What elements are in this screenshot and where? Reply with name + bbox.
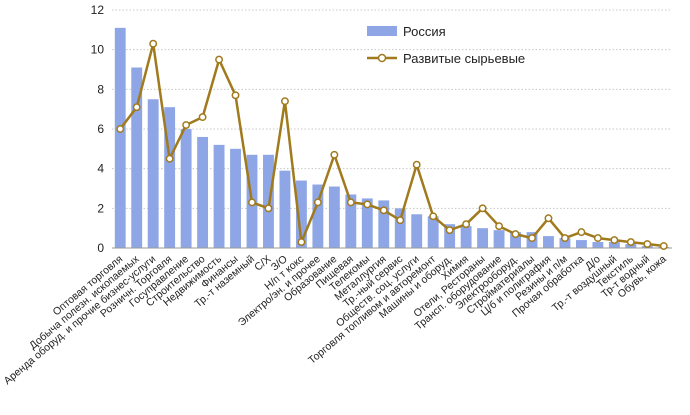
line-point xyxy=(165,154,174,163)
line-point xyxy=(313,198,322,207)
line-point xyxy=(577,228,586,237)
line-point xyxy=(396,216,405,225)
bar xyxy=(543,236,554,248)
bar xyxy=(279,170,291,248)
line-point xyxy=(248,198,256,207)
y-tick-label: 4 xyxy=(97,162,104,176)
line-point xyxy=(560,234,569,243)
bar xyxy=(114,27,126,248)
bar xyxy=(575,240,587,248)
line-series xyxy=(116,39,668,250)
bar xyxy=(345,194,357,248)
line-point xyxy=(626,238,635,247)
bar xyxy=(559,238,571,248)
bar xyxy=(444,224,456,248)
bar xyxy=(378,200,390,248)
line-point xyxy=(412,160,421,169)
line-point xyxy=(462,220,471,229)
bar xyxy=(197,136,209,248)
line-point xyxy=(231,91,240,100)
bar xyxy=(147,99,159,248)
line-point xyxy=(182,121,191,129)
y-tick-label: 2 xyxy=(97,201,104,215)
x-tick-label: Аренда оборуд. и прочие бизнес-услуги xyxy=(2,253,159,387)
legend-label-developed: Развитые сырьевые xyxy=(403,51,525,66)
line-point xyxy=(346,198,355,207)
y-tick-label: 12 xyxy=(91,3,105,17)
bar xyxy=(411,214,423,248)
y-axis: 0 2 4 6 8 10 12 xyxy=(91,3,105,255)
bar xyxy=(394,208,406,248)
y-tick-label: 8 xyxy=(97,82,104,96)
line-point xyxy=(363,200,372,209)
y-tick-label: 6 xyxy=(97,122,104,136)
line-point xyxy=(544,214,553,223)
line-point xyxy=(528,234,536,243)
y-tick-label: 0 xyxy=(97,241,104,255)
bar xyxy=(164,107,176,248)
line-point xyxy=(495,222,504,231)
legend: Россия Развитые сырьевые xyxy=(367,24,525,66)
bar xyxy=(361,198,373,248)
bar xyxy=(180,129,192,248)
series-line xyxy=(119,42,664,248)
line-point xyxy=(429,212,438,221)
bar xyxy=(608,242,620,248)
bar xyxy=(592,242,604,248)
line-point xyxy=(593,234,602,243)
line-point xyxy=(643,240,652,248)
bar xyxy=(493,230,505,248)
line-point xyxy=(379,206,388,215)
bar xyxy=(131,67,143,249)
line-point xyxy=(280,97,289,106)
line-point xyxy=(478,204,487,213)
line-point xyxy=(198,113,207,122)
legend-marker-developed xyxy=(377,53,387,63)
line-point xyxy=(264,204,273,213)
bar xyxy=(477,228,489,248)
line-point xyxy=(330,150,339,159)
line-point xyxy=(511,230,520,239)
bar xyxy=(625,244,637,248)
line-point xyxy=(659,242,668,250)
bar xyxy=(427,216,439,248)
bar xyxy=(510,232,521,248)
legend-swatch-russia xyxy=(367,26,397,36)
line-point xyxy=(610,236,619,245)
line-point xyxy=(132,103,141,112)
line-point xyxy=(116,125,125,133)
grid-lines xyxy=(112,9,672,209)
line-point xyxy=(445,226,454,235)
line-point xyxy=(215,55,224,64)
bar xyxy=(312,184,324,248)
y-tick-label: 10 xyxy=(91,43,105,57)
bar xyxy=(328,186,340,248)
line-point xyxy=(297,238,306,247)
bar xyxy=(295,180,307,248)
bar xyxy=(213,144,225,248)
legend-label-russia: Россия xyxy=(403,24,446,39)
bar xyxy=(460,226,472,248)
bar xyxy=(230,148,241,248)
line-point xyxy=(149,39,158,48)
